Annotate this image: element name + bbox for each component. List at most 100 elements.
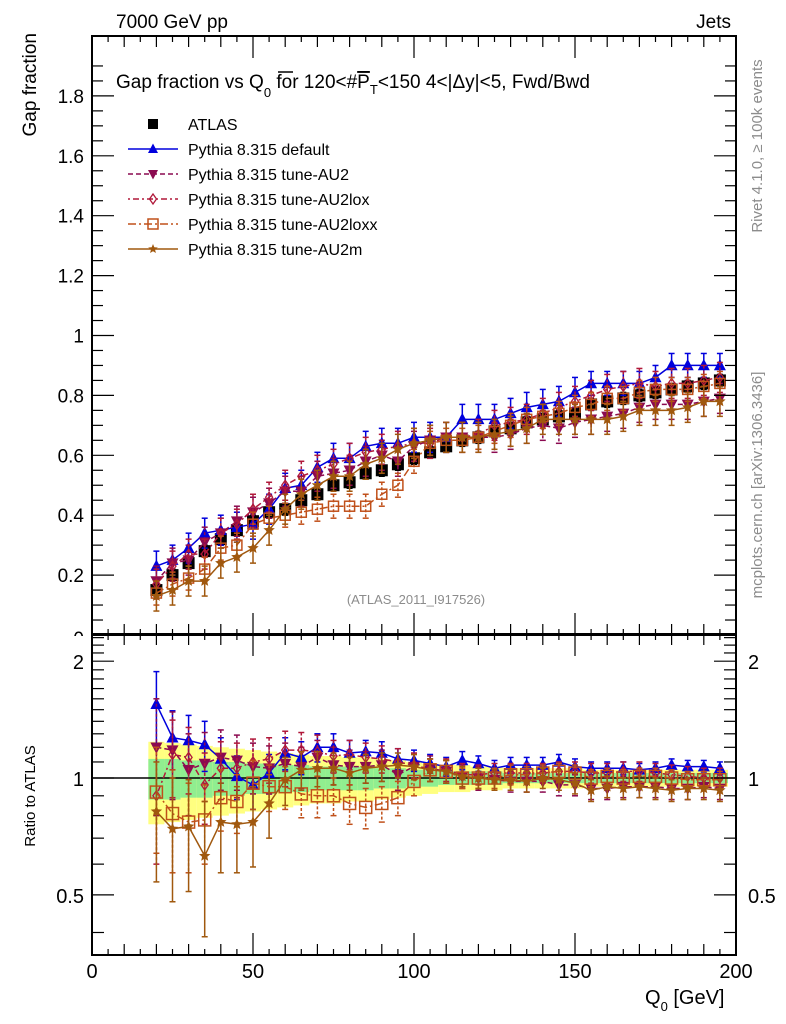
data-point	[665, 404, 678, 416]
data-point	[585, 784, 597, 796]
data-point	[392, 479, 404, 491]
data-point	[326, 789, 341, 803]
data-point	[327, 470, 340, 482]
data-point	[601, 376, 614, 389]
data-point	[697, 358, 710, 371]
legend-item: Pythia 8.315 tune-AU2lox	[128, 192, 369, 209]
y-tick-label-main: 1	[73, 327, 84, 348]
data-point	[665, 358, 678, 371]
data-point	[391, 790, 405, 805]
data-point	[537, 772, 549, 783]
header-process: Jets	[696, 12, 731, 33]
legend-marker	[148, 170, 158, 180]
data-point	[440, 431, 452, 443]
data-point	[376, 760, 388, 772]
data-point	[343, 470, 356, 482]
data-point	[215, 816, 227, 827]
data-point	[713, 761, 726, 774]
series-pythia-8-315-tune-au2m	[150, 385, 726, 612]
data-point	[376, 488, 388, 500]
data-point	[601, 413, 613, 425]
data-point	[199, 849, 211, 861]
title-pt-subscript: T	[370, 82, 378, 97]
data-point	[279, 773, 291, 785]
y-axis-label-main: Gap fraction	[20, 33, 41, 137]
data-point	[681, 760, 694, 772]
y-tick-label-main: 0.4	[58, 506, 85, 527]
series-pythia-8-315-tune-au2m	[150, 750, 726, 938]
legend: ATLAS Pythia 8.315 default Pythia 8.315 tu…	[128, 117, 377, 259]
title-part-b: for 120<#	[271, 72, 358, 93]
data-point	[649, 404, 662, 416]
data-point	[601, 392, 613, 405]
data-point	[310, 789, 325, 803]
ratio-y-tick-label-right: 2	[748, 652, 759, 674]
data-point	[649, 782, 662, 794]
series-line	[156, 382, 721, 594]
y-tick-label-main: 0.6	[58, 446, 84, 467]
legend-marker	[148, 119, 158, 129]
x-tick-label: 100	[397, 961, 430, 983]
legend-marker	[148, 192, 158, 206]
legend-item: Pythia 8.315 tune-AU2m	[128, 242, 362, 259]
data-point	[295, 488, 307, 500]
data-point	[456, 412, 469, 425]
data-point	[472, 412, 485, 425]
y-tick-label-main: 1.4	[58, 207, 85, 228]
x-tick-label: 150	[558, 961, 591, 983]
legend-label: ATLAS	[188, 117, 238, 134]
data-point	[633, 780, 646, 792]
data-point	[184, 548, 193, 561]
data-point	[456, 770, 468, 782]
data-point	[327, 451, 340, 464]
data-point	[343, 767, 356, 778]
data-point	[247, 518, 259, 530]
data-point	[216, 762, 226, 775]
data-point	[504, 773, 517, 785]
data-point	[168, 748, 177, 761]
x-tick-label: 0	[86, 961, 97, 983]
main-axes: 0 0.2 0.4 0.6 0.8 1 1.2 1.4 1.6 1.8	[58, 35, 737, 650]
legend-marker	[148, 244, 158, 253]
data-point	[521, 775, 533, 787]
data-point	[488, 773, 501, 785]
data-point	[553, 413, 565, 425]
y-tick-label-main: 0	[73, 629, 84, 650]
ratio-y-tick-label-right: 0.5	[748, 886, 776, 908]
ratio-series-layer	[149, 670, 727, 938]
data-point	[504, 425, 517, 437]
legend-item: ATLAS	[148, 117, 238, 134]
data-point	[456, 753, 469, 766]
data-point	[552, 394, 565, 407]
data-point	[569, 777, 581, 788]
data-point	[182, 575, 195, 586]
data-point	[230, 755, 243, 768]
series-line	[155, 397, 721, 582]
data-point	[392, 443, 404, 455]
data-point	[199, 575, 211, 586]
data-point	[247, 542, 259, 553]
data-point	[280, 743, 290, 757]
ratio-y-tick-label-right: 1	[748, 769, 759, 791]
plot-title: Gap fraction vs Q0 for 120<#PT<150 4<|Δy…	[116, 72, 590, 100]
rivet-version-label: Rivet 4.1.0, ≥ 100k events	[749, 59, 766, 232]
data-point	[198, 537, 211, 549]
legend-marker	[147, 218, 159, 230]
ratio-y-tick-label: 2	[73, 652, 84, 674]
data-point	[232, 762, 242, 775]
legend-item: Pythia 8.315 tune-AU2	[128, 167, 349, 184]
data-point	[665, 383, 678, 396]
ratio-axes: 0.5 0.5 1 1 2 2 0 50 100 150 200	[56, 633, 776, 983]
y-tick-label-main: 1.6	[58, 147, 84, 168]
data-point	[168, 559, 177, 573]
data-point	[408, 437, 420, 449]
legend-item: Pythia 8.315 tune-AU2loxx	[128, 217, 377, 234]
header-beam-energy: 7000 GeV pp	[116, 12, 228, 33]
data-point	[472, 772, 485, 783]
legend-label: Pythia 8.315 tune-AU2m	[188, 242, 362, 259]
legend-label: Pythia 8.315 tune-AU2lox	[188, 192, 369, 209]
data-point	[150, 805, 163, 817]
ratio-y-tick-label: 1	[73, 769, 84, 791]
data-point	[617, 782, 629, 794]
